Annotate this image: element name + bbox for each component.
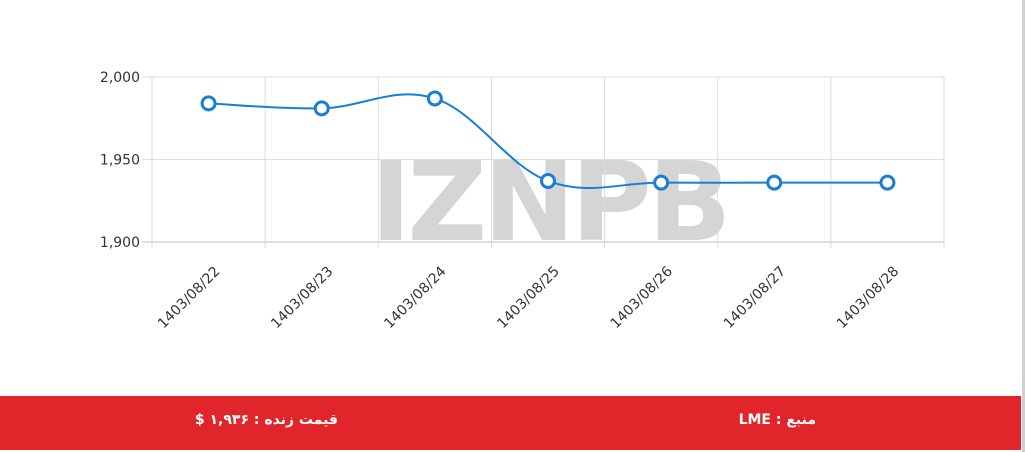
data-point bbox=[879, 174, 896, 191]
data-point bbox=[200, 95, 217, 112]
watermark-logo: IZNPB bbox=[370, 138, 731, 266]
data-point bbox=[540, 172, 556, 189]
x-tick-label: 1403/08/23 bbox=[268, 264, 336, 332]
x-tick-label: 1403/08/25 bbox=[494, 264, 562, 332]
source-label: منبع : LME bbox=[738, 412, 816, 428]
data-point bbox=[766, 174, 783, 191]
x-tick-label: 1403/08/27 bbox=[721, 264, 789, 332]
x-tick-label: 1403/08/22 bbox=[155, 264, 223, 332]
x-axis: 1403/08/22 1403/08/23 1403/08/24 1403/08/25… bbox=[155, 263, 902, 331]
x-tick-label: 1403/08/28 bbox=[834, 264, 902, 332]
page-right-border bbox=[1022, 0, 1025, 452]
watermark-logo-text: IZNPB bbox=[370, 138, 727, 266]
data-point bbox=[426, 90, 443, 107]
y-tick-label: 1,900 bbox=[100, 235, 140, 251]
chart-grid bbox=[142, 76, 945, 248]
series-line bbox=[200, 90, 896, 191]
y-axis: 1,900 1,950 2,000 bbox=[100, 70, 140, 251]
x-tick-label: 1403/08/24 bbox=[381, 263, 449, 331]
footer-bar: منبع : LME قیمت زنده : ۱,۹۳۶ $ bbox=[0, 396, 1021, 450]
y-tick-label: 1,950 bbox=[100, 153, 140, 169]
y-tick-label: 2,000 bbox=[100, 70, 140, 86]
data-point bbox=[653, 174, 670, 191]
x-tick-label: 1403/08/26 bbox=[608, 263, 676, 331]
live-price-label: قیمت زنده : ۱,۹۳۶ $ bbox=[194, 412, 338, 428]
data-point bbox=[313, 100, 330, 117]
